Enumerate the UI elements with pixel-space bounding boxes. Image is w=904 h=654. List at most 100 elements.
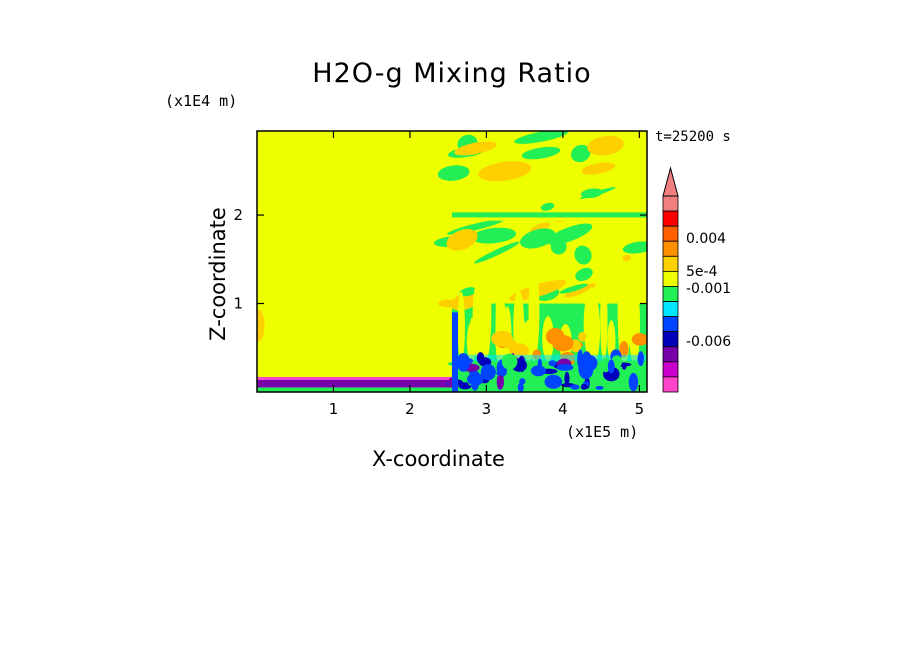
texture-orange — [619, 340, 629, 358]
texture-lower — [572, 373, 579, 380]
field-layer — [257, 131, 647, 392]
time-label: t=25200 s — [655, 129, 731, 145]
colorbar-segment — [662, 346, 679, 363]
colorbar-segment — [662, 361, 679, 378]
texture-plume — [600, 278, 608, 362]
texture-upper — [474, 241, 520, 264]
texture-upper — [471, 227, 517, 244]
y-tick-label: 1 — [233, 295, 243, 313]
texture-lower — [577, 349, 584, 370]
texture-lower — [471, 377, 479, 391]
texture-plume — [617, 259, 627, 362]
texture-lower — [480, 364, 496, 381]
colorbar-segment — [662, 331, 679, 348]
texture-upper — [559, 283, 588, 294]
texture-lower — [517, 382, 524, 392]
texture-upper — [540, 202, 555, 211]
texture-lower — [463, 358, 474, 364]
texture-upper — [478, 161, 532, 182]
texture-plume — [479, 261, 492, 362]
texture-lower — [476, 352, 485, 364]
region-left-layer-edge — [257, 376, 452, 380]
colorbar-segment — [662, 225, 679, 242]
z-axis-unit: (x1E4 m) — [165, 92, 238, 110]
texture-lower — [637, 351, 645, 367]
region-left-bottom-strip — [257, 387, 452, 392]
texture-upper — [581, 162, 616, 175]
texture-upper — [575, 267, 593, 282]
chart-title: H2O-g Mixing Ratio — [312, 58, 592, 89]
texture-upper — [514, 131, 569, 144]
colorbar-label: -0.006 — [686, 334, 731, 350]
region-left-uniform — [257, 131, 452, 379]
colorbar-segment — [662, 240, 679, 257]
texture-plume — [528, 263, 540, 362]
y-tick-label: 2 — [233, 206, 243, 224]
colorbar-segment — [662, 255, 679, 272]
texture-cyan-layer — [452, 354, 647, 361]
texture-boundary-column — [452, 312, 458, 392]
x-tick-label: 5 — [635, 400, 645, 418]
texture-lower — [564, 371, 570, 386]
texture-lower — [595, 385, 604, 390]
texture-left-edge — [257, 309, 265, 342]
texture-upper — [454, 141, 497, 156]
texture-lower — [628, 372, 639, 392]
colorbar-segment — [662, 210, 679, 227]
texture-lower — [456, 353, 470, 372]
x-axis-label: X-coordinate — [372, 447, 505, 471]
texture-upper — [580, 188, 603, 199]
texture-upper — [571, 144, 591, 163]
colorbar-segment — [662, 301, 679, 318]
texture-lower — [495, 371, 507, 376]
band-upper — [452, 212, 647, 218]
texture-lower — [530, 365, 546, 377]
colorbar-segment — [662, 286, 679, 302]
colorbar-label: -0.001 — [686, 281, 731, 297]
texture-upper — [564, 283, 597, 298]
colorbar-segment — [662, 316, 679, 333]
texture-boundary-blob — [438, 299, 459, 308]
band-upper-thin — [452, 217, 647, 221]
texture-upper — [521, 146, 561, 160]
texture-lower — [544, 374, 563, 389]
region-left-surface-layer — [257, 378, 452, 388]
texture-lower — [496, 373, 505, 390]
texture-orange — [504, 339, 518, 350]
texture-plume — [631, 285, 640, 362]
texture-upper — [546, 223, 593, 245]
texture-plume — [457, 291, 465, 362]
x-tick-label: 3 — [482, 400, 492, 418]
texture-lower — [556, 364, 574, 371]
x-tick-label: 4 — [558, 400, 568, 418]
texture-lower — [548, 360, 557, 367]
colorbar-segment — [662, 376, 679, 393]
texture-upper — [574, 245, 592, 265]
texture-orange — [578, 331, 587, 342]
x-axis-unit: (x1E5 m) — [566, 423, 639, 441]
texture-upper — [437, 165, 470, 181]
texture-lower — [570, 384, 580, 390]
texture-plume — [583, 287, 600, 362]
colorbar-label: 5e-4 — [686, 264, 718, 280]
x-tick-label: 2 — [405, 400, 415, 418]
plot-frame — [256, 130, 648, 393]
colorbar-segment — [662, 195, 679, 212]
texture-upper — [459, 287, 477, 297]
texture-lower — [519, 378, 526, 385]
colorbar: 0.004 5e-4-0.001 -0.006 — [662, 166, 731, 393]
colorbar-label: 0.004 — [686, 231, 726, 247]
texture-upper — [520, 228, 556, 249]
colorbar-segment — [662, 270, 679, 287]
texture-lower — [607, 359, 615, 374]
axis-ticks: 1 2 3 4 5 1 2 — [233, 131, 647, 418]
texture-plume — [469, 317, 475, 362]
texture-upper — [446, 229, 478, 251]
texture-orange — [552, 334, 574, 352]
texture-lower — [580, 383, 588, 390]
x-tick-label: 1 — [329, 400, 339, 418]
texture-upper — [622, 241, 647, 254]
texture-lower — [501, 353, 518, 370]
texture-upper — [587, 135, 624, 156]
